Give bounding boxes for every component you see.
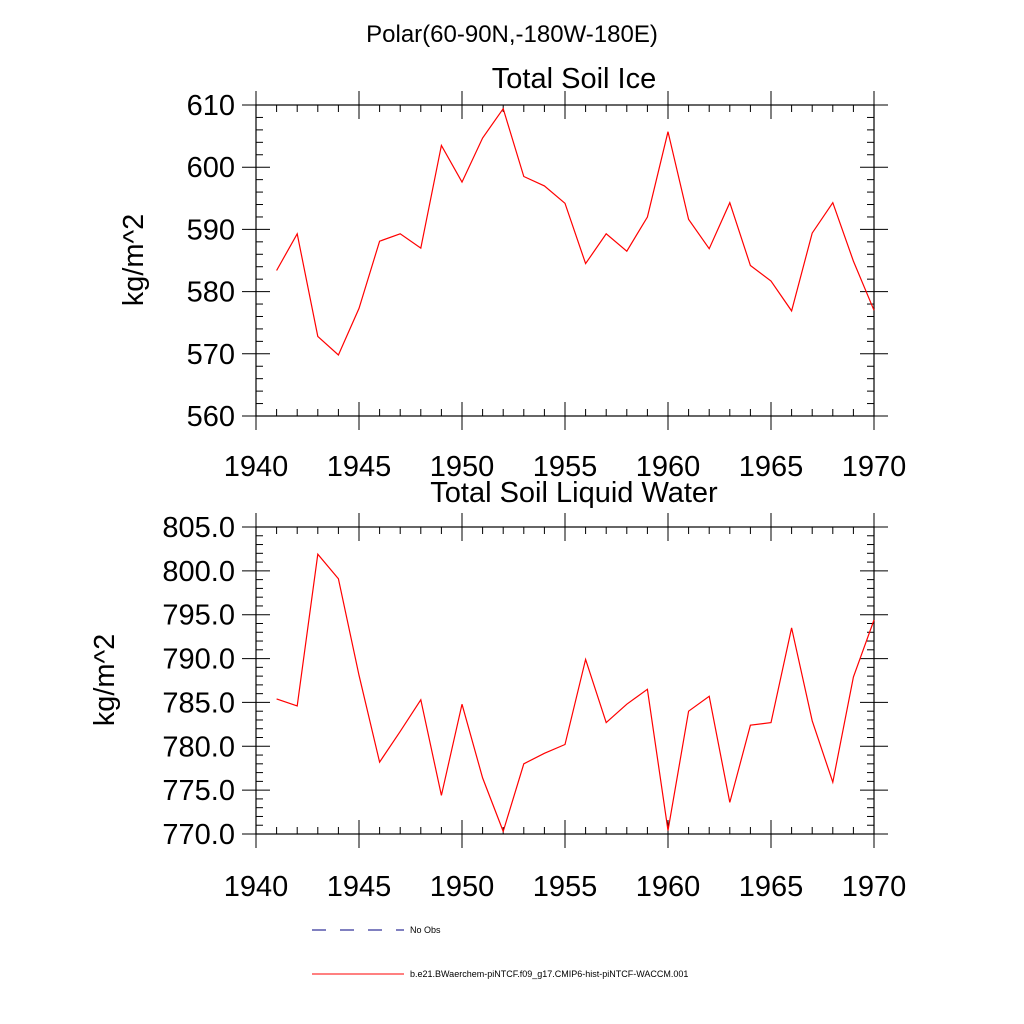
- x-tick-label: 1940: [224, 871, 289, 903]
- y-tick-label: 770.0: [162, 819, 235, 851]
- chart-title: Total Soil Liquid Water: [430, 477, 718, 509]
- figure-suptitle: Polar(60-90N,-180W-180E): [366, 21, 658, 48]
- series-line: [276, 107, 875, 357]
- y-tick-label: 780.0: [162, 731, 235, 763]
- y-tick-label: 775.0: [162, 775, 235, 807]
- series-line: [276, 552, 875, 834]
- y-tick-label: 785.0: [162, 687, 235, 719]
- x-tick-label: 1940: [224, 451, 289, 483]
- chart-title: Total Soil Ice: [492, 63, 656, 95]
- x-tick-label: 1965: [739, 451, 804, 483]
- legend-item-no-obs: No Obs: [312, 925, 441, 935]
- y-axis-label: kg/m^2: [89, 634, 121, 727]
- y-tick-label: 805.0: [162, 512, 235, 544]
- x-tick-label: 1970: [842, 451, 907, 483]
- x-tick-label: 1965: [739, 871, 804, 903]
- y-tick-label: 590: [187, 214, 235, 246]
- y-tick-label: 580: [187, 277, 235, 309]
- x-tick-label: 1960: [636, 871, 701, 903]
- panel-total-soil-ice: Total Soil Ice 1940 1945 1950 1955 1960 1965 19…: [118, 63, 906, 483]
- y-tick-label: 790.0: [162, 644, 235, 676]
- panel-total-soil-liquid-water: Total Soil Liquid Water 1940 1945 1950 1955 1…: [89, 477, 906, 903]
- x-tick-label: 1950: [430, 451, 495, 483]
- x-tick-label: 1955: [533, 871, 598, 903]
- x-tick-label: 1970: [842, 871, 907, 903]
- x-tick-label: 1950: [430, 871, 495, 903]
- x-tick-label: 1945: [327, 871, 392, 903]
- x-tick-label: 1945: [327, 451, 392, 483]
- y-tick-label: 600: [187, 152, 235, 184]
- legend-item-model-run: b.e21.BWaerchem-piNTCF.f09_g17.CMIP6-his…: [312, 969, 688, 979]
- y-tick-label: 800.0: [162, 556, 235, 588]
- x-tick-label: 1955: [533, 451, 598, 483]
- legend: No Obs b.e21.BWaerchem-piNTCF.f09_g17.CM…: [312, 925, 688, 979]
- y-tick-label: 610: [187, 90, 235, 122]
- x-tick-label: 1960: [636, 451, 701, 483]
- legend-label-model-run: b.e21.BWaerchem-piNTCF.f09_g17.CMIP6-his…: [410, 969, 688, 979]
- y-tick-label: 570: [187, 339, 235, 371]
- legend-label-no-obs: No Obs: [410, 925, 441, 935]
- plot-frame: [255, 104, 875, 417]
- y-axis-label: kg/m^2: [118, 214, 150, 307]
- plot-frame: [255, 526, 875, 835]
- y-tick-label: 795.0: [162, 600, 235, 632]
- y-tick-label: 560: [187, 401, 235, 433]
